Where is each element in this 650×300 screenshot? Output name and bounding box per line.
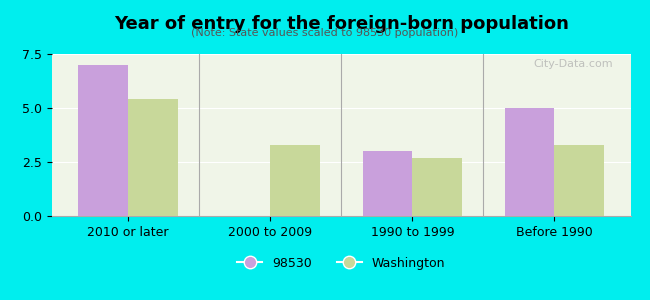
Bar — [504, 108, 554, 216]
Bar — [412, 158, 462, 216]
Bar — [554, 145, 604, 216]
Bar — [128, 99, 178, 216]
Text: City-Data.com: City-Data.com — [534, 59, 613, 69]
Title: Year of entry for the foreign-born population: Year of entry for the foreign-born popul… — [114, 15, 569, 33]
Bar — [270, 145, 320, 216]
Bar — [363, 151, 412, 216]
Legend: 98530, Washington: 98530, Washington — [232, 251, 450, 274]
Bar — [78, 65, 128, 216]
Text: (Note: State values scaled to 98530 population): (Note: State values scaled to 98530 popu… — [191, 28, 459, 38]
